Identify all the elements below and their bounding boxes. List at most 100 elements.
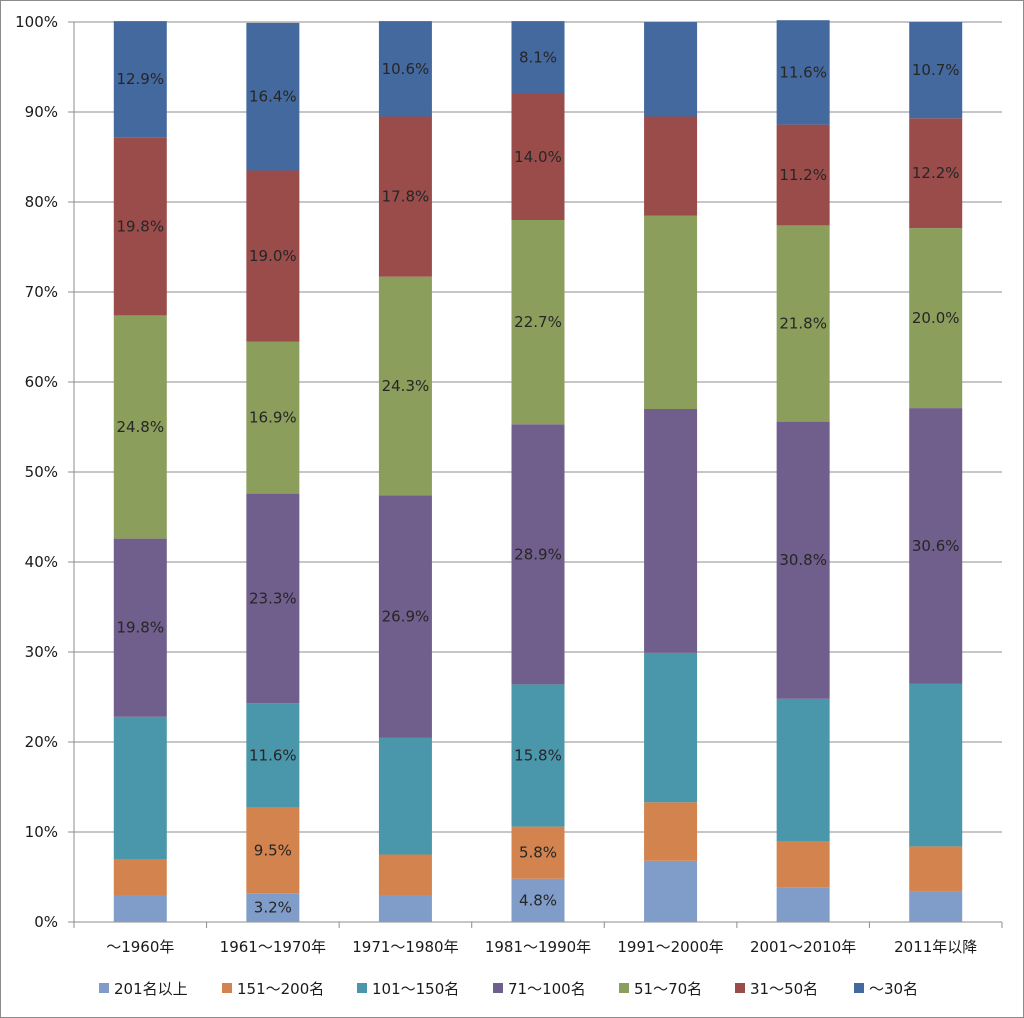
data-label: 19.8% — [116, 619, 164, 637]
x-category-label: ～1960年 — [106, 938, 174, 956]
bar-segment — [776, 421, 830, 699]
data-label: 19.8% — [116, 217, 164, 235]
bar-segment — [113, 895, 167, 922]
y-tick-label: 60% — [25, 373, 58, 391]
legend-swatch — [222, 983, 232, 993]
legend-label: 71～100名 — [508, 980, 586, 998]
y-tick-label: 90% — [25, 103, 58, 121]
legend-label: 51～70名 — [634, 980, 702, 998]
bar-segment — [246, 22, 300, 171]
data-label: 28.9% — [514, 545, 562, 563]
bar-segment — [644, 802, 698, 861]
bar-segment — [909, 22, 963, 119]
bar-segment — [644, 409, 698, 653]
bar-segment — [113, 21, 167, 138]
y-tick-label: 70% — [25, 283, 58, 301]
bar-segment — [378, 116, 432, 277]
data-label: 12.9% — [116, 70, 164, 88]
x-category-label: 1961～1970年 — [220, 938, 326, 956]
data-label: 11.6% — [779, 63, 827, 81]
legend-label: ～30名 — [869, 980, 918, 998]
bar-segment — [776, 225, 830, 422]
data-label: 4.8% — [519, 891, 557, 909]
y-tick-label: 20% — [25, 733, 58, 751]
bar-segment — [113, 137, 167, 316]
data-label: 10.6% — [382, 60, 430, 78]
bar-segment — [644, 116, 698, 216]
bar-segment — [511, 826, 565, 879]
data-label: 5.8% — [519, 844, 557, 862]
bar-segment — [511, 878, 565, 922]
data-label: 12.2% — [912, 164, 960, 182]
legend-swatch — [735, 983, 745, 993]
data-label: 11.6% — [249, 747, 297, 765]
bar-segment — [378, 21, 432, 117]
bar-segment — [113, 315, 167, 539]
bar-segment — [246, 893, 300, 922]
bar-segment — [644, 652, 698, 803]
data-label: 21.8% — [779, 315, 827, 333]
legend-swatch — [619, 983, 629, 993]
bar-segment — [776, 841, 830, 888]
bar-segment — [378, 854, 432, 895]
bar-segment — [909, 683, 963, 847]
data-label: 24.8% — [116, 418, 164, 436]
bar-segment — [776, 124, 830, 226]
bar-segment — [246, 170, 300, 342]
data-label: 17.8% — [382, 188, 430, 206]
data-label: 30.6% — [912, 537, 960, 555]
x-category-label: 2001～2010年 — [750, 938, 856, 956]
bar-segment — [909, 228, 963, 409]
legend-swatch — [854, 983, 864, 993]
x-category-label: 1981～1990年 — [485, 938, 591, 956]
bar-segment — [776, 698, 830, 841]
data-label: 24.3% — [382, 377, 430, 395]
bar-segment — [246, 341, 300, 494]
bar-segment — [644, 860, 698, 922]
data-label: 30.8% — [779, 551, 827, 569]
data-label: 8.1% — [519, 49, 557, 67]
legend-label: 201名以上 — [114, 980, 188, 998]
bar-segment — [378, 737, 432, 855]
bar-segment — [909, 846, 963, 892]
bar-segment — [511, 94, 565, 220]
bar-segment — [246, 493, 300, 704]
legend-label: 31～50名 — [750, 980, 818, 998]
bar-segment — [378, 895, 432, 922]
data-label: 19.0% — [249, 247, 297, 265]
data-label: 9.5% — [254, 841, 292, 859]
bar-segment — [246, 807, 300, 894]
legend-label: 101～150名 — [372, 980, 459, 998]
legend-swatch — [493, 983, 503, 993]
legend-swatch — [357, 983, 367, 993]
data-label: 14.0% — [514, 148, 562, 166]
y-tick-label: 10% — [25, 823, 58, 841]
bar-segment — [246, 703, 300, 808]
legend-label: 151～200名 — [237, 980, 324, 998]
data-label: 20.0% — [912, 309, 960, 327]
bar-segment — [378, 276, 432, 496]
data-label: 26.9% — [382, 607, 430, 625]
bar-segment — [776, 887, 830, 922]
legend-swatch — [99, 983, 109, 993]
bar-segment — [909, 891, 963, 922]
x-category-label: 1991～2000年 — [617, 938, 723, 956]
bar-segment — [644, 22, 698, 117]
y-tick-label: 40% — [25, 553, 58, 571]
data-label: 22.7% — [514, 313, 562, 331]
data-label: 16.4% — [249, 88, 297, 106]
x-category-label: 1971～1980年 — [352, 938, 458, 956]
data-label: 3.2% — [254, 899, 292, 917]
y-tick-label: 50% — [25, 463, 58, 481]
bar-segment — [511, 424, 565, 685]
y-tick-label: 0% — [34, 913, 58, 931]
y-tick-label: 100% — [15, 13, 58, 31]
data-label: 11.2% — [779, 166, 827, 184]
y-tick-label: 80% — [25, 193, 58, 211]
bar-segment — [113, 859, 167, 895]
bar-segment — [113, 716, 167, 859]
bar-segment — [511, 220, 565, 425]
bar-segment — [511, 684, 565, 827]
